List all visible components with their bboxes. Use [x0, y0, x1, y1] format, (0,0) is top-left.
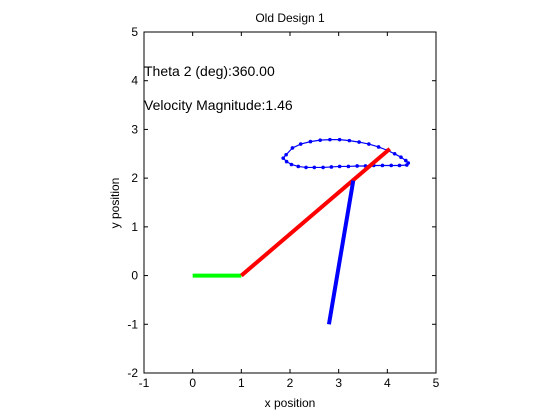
- y-tick-label: 4: [131, 74, 138, 88]
- trace-series: [281, 137, 411, 170]
- y-tick-label: -2: [127, 366, 138, 380]
- trace-point: [329, 165, 334, 169]
- chart-title: Old Design 1: [255, 11, 325, 25]
- x-tick-label: -1: [139, 376, 150, 390]
- annotation-text: Velocity Magnitude:1.46: [144, 97, 293, 113]
- y-tick-label: 1: [131, 220, 138, 234]
- annotations: Theta 2 (deg):360.00 Velocity Magnitude:1…: [144, 63, 293, 113]
- y-tick-label: 0: [131, 269, 138, 283]
- y-tick-label: -1: [127, 317, 138, 331]
- y-axis-label: y position: [108, 178, 122, 229]
- x-tick-label: 5: [433, 376, 440, 390]
- trace-point: [346, 164, 351, 169]
- x-tick-label: 0: [189, 376, 196, 390]
- linkage: [192, 147, 392, 325]
- trace-point: [405, 163, 409, 167]
- plot-area: [143, 31, 437, 374]
- x-tick-label: 3: [335, 376, 342, 390]
- trace-point: [290, 146, 295, 150]
- trace-point: [304, 165, 308, 170]
- trace-point: [337, 164, 342, 169]
- trace-point: [284, 159, 289, 164]
- tick-marks: [143, 31, 437, 374]
- trace-point: [298, 142, 303, 146]
- trace-point: [399, 155, 403, 159]
- link-2: [240, 147, 392, 278]
- trace-point: [308, 139, 313, 144]
- annotation-text: Theta 2 (deg):360.00: [144, 63, 275, 79]
- trace-point: [318, 138, 322, 142]
- trace-point: [337, 137, 342, 142]
- y-tick-label: 5: [131, 25, 138, 39]
- trace-point: [347, 138, 352, 143]
- x-tick-label: 4: [384, 376, 391, 390]
- trace-point: [284, 152, 288, 157]
- trace-point: [397, 163, 402, 168]
- trace-point: [321, 165, 325, 170]
- trace-point: [367, 142, 371, 146]
- trace-point: [404, 158, 408, 163]
- trace-point: [392, 151, 397, 156]
- trace-point: [296, 164, 301, 169]
- trace-point: [357, 140, 361, 144]
- x-tick-label: 2: [287, 376, 294, 390]
- trace-point: [376, 145, 381, 149]
- link-3: [326, 180, 356, 325]
- trace-point: [389, 163, 394, 168]
- trace-line: [282, 139, 410, 169]
- trace-point: [355, 164, 359, 168]
- trace-point: [289, 162, 294, 167]
- trace-point: [281, 156, 285, 160]
- trace-point: [312, 165, 317, 170]
- x-axis-label: x position: [265, 396, 316, 410]
- y-tick-label: 3: [131, 122, 138, 136]
- trace-point: [380, 163, 385, 168]
- x-tick-label: 1: [238, 376, 245, 390]
- trace-point: [328, 137, 332, 142]
- y-tick-label: 2: [131, 171, 138, 185]
